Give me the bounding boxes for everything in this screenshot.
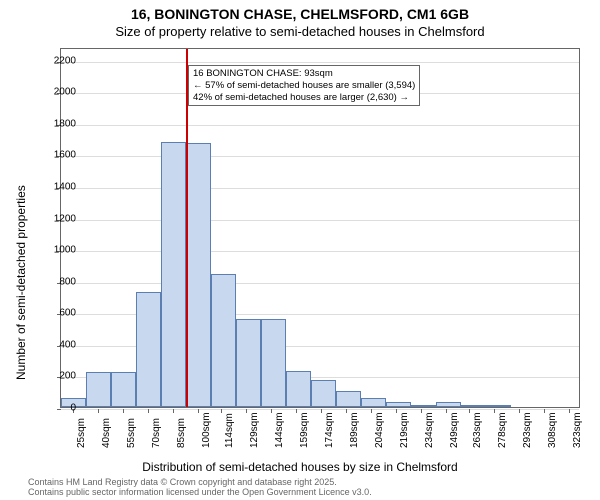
x-tick-label: 263sqm [472, 412, 483, 448]
y-tick-label: 1400 [46, 181, 76, 192]
histogram-bar [161, 142, 186, 407]
x-axis-label: Distribution of semi-detached houses by … [0, 460, 600, 474]
y-tick-label: 0 [46, 403, 76, 414]
chart-title-line2: Size of property relative to semi-detach… [0, 24, 600, 39]
x-tick-label: 129sqm [249, 412, 260, 448]
gridline [61, 251, 579, 252]
histogram-bar [361, 398, 386, 407]
x-tick-label: 189sqm [349, 412, 360, 448]
x-tick-label: 100sqm [201, 412, 212, 448]
y-tick-label: 2200 [46, 55, 76, 66]
histogram-bar [286, 371, 311, 407]
x-tick-label: 204sqm [374, 412, 385, 448]
histogram-bar [461, 405, 486, 407]
annotation-line: ← 57% of semi-detached houses are smalle… [193, 80, 415, 92]
y-tick-label: 800 [46, 276, 76, 287]
x-tick-label: 278sqm [497, 412, 508, 448]
histogram-bar [311, 380, 336, 407]
y-tick-label: 2000 [46, 87, 76, 98]
y-tick-label: 1800 [46, 118, 76, 129]
x-tick-label: 144sqm [274, 412, 285, 448]
gridline [61, 62, 579, 63]
gridline [61, 156, 579, 157]
gridline [61, 283, 579, 284]
y-tick-label: 1200 [46, 213, 76, 224]
x-tick-label: 174sqm [324, 412, 335, 448]
x-tick-label: 85sqm [176, 418, 187, 448]
y-tick-label: 600 [46, 308, 76, 319]
chart-container: 16, BONINGTON CHASE, CHELMSFORD, CM1 6GB… [0, 0, 600, 500]
x-tick-label: 70sqm [151, 418, 162, 448]
y-tick-label: 1000 [46, 245, 76, 256]
annotation-box: 16 BONINGTON CHASE: 93sqm← 57% of semi-d… [188, 65, 420, 107]
x-tick-label: 114sqm [224, 413, 235, 448]
histogram-bar [411, 405, 436, 407]
x-tick-label: 55sqm [126, 418, 137, 448]
x-tick-label: 159sqm [299, 412, 310, 448]
x-tick-label: 249sqm [449, 412, 460, 448]
y-tick-label: 1600 [46, 150, 76, 161]
y-tick-label: 200 [46, 371, 76, 382]
x-tick-label: 323sqm [572, 412, 583, 448]
y-axis-label: Number of semi-detached properties [14, 185, 28, 380]
gridline [61, 409, 579, 410]
footer-line2: Contains public sector information licen… [28, 488, 372, 498]
chart-footer: Contains HM Land Registry data © Crown c… [28, 478, 372, 498]
x-tick-label: 25sqm [76, 418, 87, 448]
histogram-bar [436, 402, 461, 407]
histogram-bar [261, 319, 286, 407]
histogram-bar [211, 274, 236, 407]
gridline [61, 188, 579, 189]
annotation-line: 42% of semi-detached houses are larger (… [193, 92, 415, 104]
x-tick-label: 293sqm [522, 412, 533, 448]
histogram-bar [111, 372, 136, 407]
histogram-bar [86, 372, 111, 407]
y-tick-label: 400 [46, 339, 76, 350]
histogram-bar [386, 402, 411, 407]
gridline [61, 220, 579, 221]
gridline [61, 125, 579, 126]
x-tick-label: 219sqm [399, 412, 410, 448]
histogram-bar [136, 292, 161, 407]
histogram-bar [336, 391, 361, 407]
annotation-line: 16 BONINGTON CHASE: 93sqm [193, 68, 415, 80]
histogram-bar [236, 319, 261, 407]
histogram-bar [186, 143, 211, 407]
chart-title-line1: 16, BONINGTON CHASE, CHELMSFORD, CM1 6GB [0, 6, 600, 22]
histogram-bar [486, 405, 511, 407]
x-tick-label: 308sqm [547, 412, 558, 448]
x-tick-label: 234sqm [424, 412, 435, 448]
plot-area: 16 BONINGTON CHASE: 93sqm← 57% of semi-d… [60, 48, 580, 408]
x-tick-label: 40sqm [101, 418, 112, 448]
